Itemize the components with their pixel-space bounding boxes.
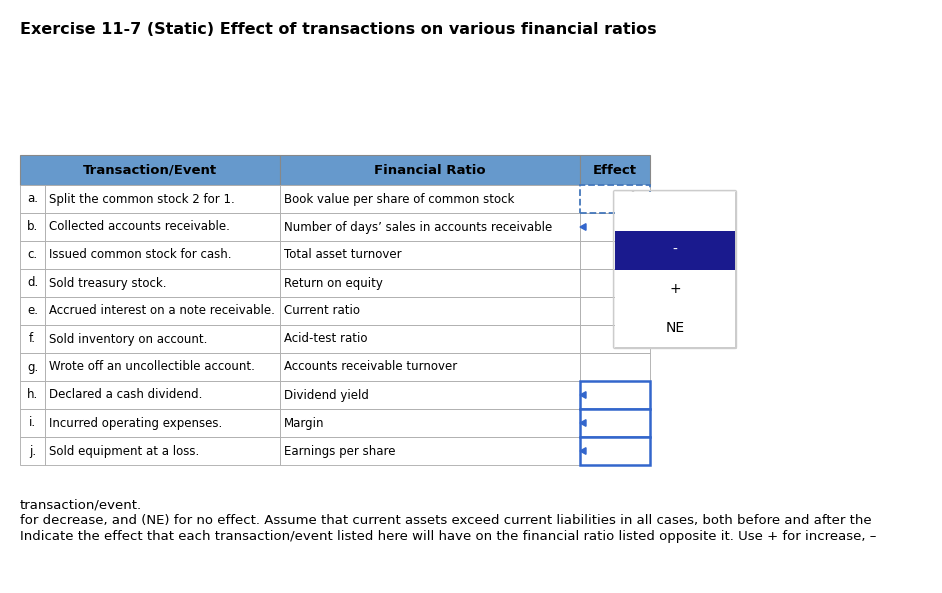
Text: Financial Ratio: Financial Ratio	[374, 164, 486, 177]
Bar	[280, 241, 580, 269]
Bar	[580, 269, 650, 297]
Bar	[280, 437, 580, 465]
Polygon shape	[629, 196, 640, 202]
Bar	[280, 409, 580, 437]
Text: g.: g.	[27, 361, 38, 374]
Bar	[280, 297, 580, 325]
Bar	[45, 297, 280, 325]
Bar	[45, 325, 280, 353]
Bar	[280, 269, 580, 297]
Polygon shape	[580, 392, 586, 398]
Bar	[45, 185, 280, 213]
Bar	[580, 213, 650, 241]
Bar	[20, 185, 45, 213]
Text: +: +	[669, 282, 681, 296]
Text: Acid-test ratio: Acid-test ratio	[284, 333, 367, 346]
Bar	[20, 155, 280, 185]
Text: Issued common stock for cash.: Issued common stock for cash.	[49, 248, 232, 262]
Bar	[20, 437, 45, 465]
Text: c.: c.	[27, 248, 38, 262]
Bar	[580, 325, 650, 353]
Text: NE: NE	[665, 321, 685, 334]
Bar	[280, 213, 580, 241]
Text: Exercise 11-7 (Static) Effect of transactions on various financial ratios: Exercise 11-7 (Static) Effect of transac…	[20, 22, 657, 37]
Text: -: -	[673, 243, 677, 257]
Text: h.: h.	[27, 388, 38, 401]
Bar	[20, 409, 45, 437]
Bar	[45, 241, 280, 269]
Text: Split the common stock 2 for 1.: Split the common stock 2 for 1.	[49, 193, 235, 206]
Bar	[615, 269, 735, 308]
Text: a.: a.	[27, 193, 38, 206]
Bar	[20, 297, 45, 325]
Text: Book value per share of common stock: Book value per share of common stock	[284, 193, 514, 206]
Text: Collected accounts receivable.: Collected accounts receivable.	[49, 221, 230, 234]
Bar	[580, 409, 650, 437]
Text: Sold equipment at a loss.: Sold equipment at a loss.	[49, 445, 200, 458]
Bar	[20, 213, 45, 241]
Bar	[580, 381, 650, 409]
Bar	[45, 381, 280, 409]
Bar	[615, 192, 735, 347]
Text: d.: d.	[27, 276, 38, 289]
Text: Earnings per share: Earnings per share	[284, 445, 396, 458]
Text: Wrote off an uncollectible account.: Wrote off an uncollectible account.	[49, 361, 255, 374]
Bar	[280, 185, 580, 213]
Bar	[580, 185, 650, 213]
Bar	[580, 241, 650, 269]
Polygon shape	[580, 448, 586, 454]
Text: Margin: Margin	[284, 416, 324, 429]
Polygon shape	[626, 191, 640, 201]
Bar	[580, 437, 650, 465]
Text: Declared a cash dividend.: Declared a cash dividend.	[49, 388, 203, 401]
Text: e.: e.	[27, 304, 38, 317]
Text: Accounts receivable turnover: Accounts receivable turnover	[284, 361, 457, 374]
Bar	[580, 381, 650, 409]
Text: j.: j.	[29, 445, 36, 458]
Bar	[20, 381, 45, 409]
Text: Dividend yield: Dividend yield	[284, 388, 369, 401]
Bar	[580, 155, 650, 185]
Text: i.: i.	[29, 416, 36, 429]
Text: b.: b.	[27, 221, 38, 234]
Bar	[45, 353, 280, 381]
Text: Accrued interest on a note receivable.: Accrued interest on a note receivable.	[49, 304, 275, 317]
Bar	[45, 213, 280, 241]
Text: Sold treasury stock.: Sold treasury stock.	[49, 276, 167, 289]
Bar	[45, 437, 280, 465]
Bar	[615, 192, 735, 231]
Text: f.: f.	[29, 333, 36, 346]
Text: Total asset turnover: Total asset turnover	[284, 248, 401, 262]
Text: Return on equity: Return on equity	[284, 276, 382, 289]
Bar	[20, 241, 45, 269]
Bar	[280, 155, 580, 185]
Bar	[45, 409, 280, 437]
Text: for decrease, and (NE) for no effect. Assume that current assets exceed current : for decrease, and (NE) for no effect. As…	[20, 514, 871, 527]
Bar	[280, 381, 580, 409]
Text: Effect: Effect	[593, 164, 637, 177]
Bar	[280, 353, 580, 381]
Bar	[580, 409, 650, 437]
Bar	[20, 325, 45, 353]
Text: Sold inventory on account.: Sold inventory on account.	[49, 333, 207, 346]
Polygon shape	[580, 224, 586, 230]
Bar	[617, 194, 737, 349]
Text: Number of days’ sales in accounts receivable: Number of days’ sales in accounts receiv…	[284, 221, 552, 234]
Bar	[580, 437, 650, 465]
Bar	[580, 185, 650, 213]
Bar	[580, 297, 650, 325]
Bar	[580, 353, 650, 381]
Bar	[20, 269, 45, 297]
Bar	[20, 353, 45, 381]
Text: Transaction/Event: Transaction/Event	[83, 164, 217, 177]
Bar	[615, 308, 735, 347]
Text: Incurred operating expenses.: Incurred operating expenses.	[49, 416, 222, 429]
Bar	[45, 269, 280, 297]
Bar	[280, 325, 580, 353]
Text: Current ratio: Current ratio	[284, 304, 360, 317]
Bar	[615, 231, 735, 269]
Text: Indicate the effect that each transaction/event listed here will have on the fin: Indicate the effect that each transactio…	[20, 530, 876, 543]
Text: transaction/event.: transaction/event.	[20, 498, 142, 511]
Polygon shape	[580, 420, 586, 426]
